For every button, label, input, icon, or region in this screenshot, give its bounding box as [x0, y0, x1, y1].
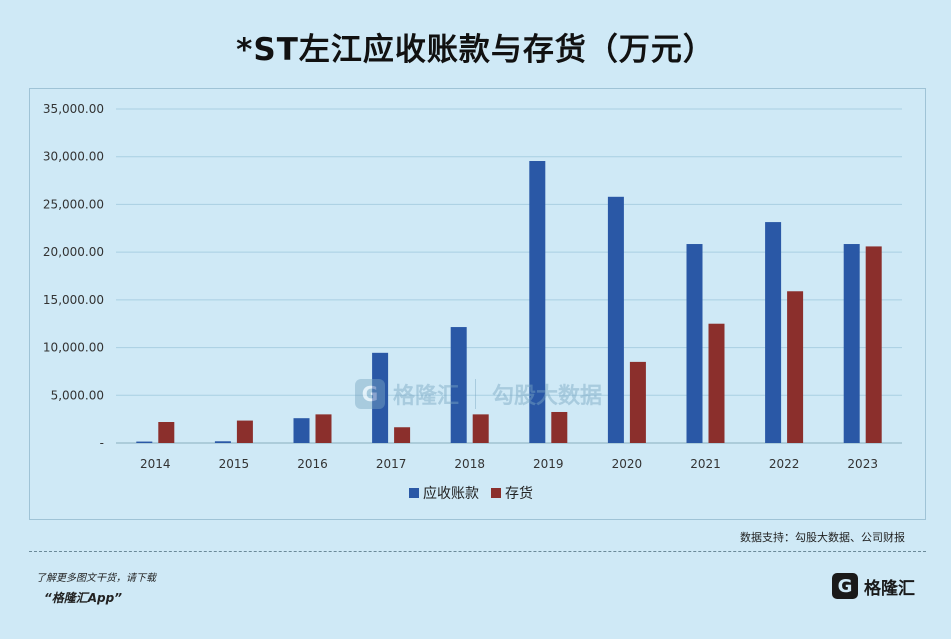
x-tick-label: 2014 — [140, 457, 171, 471]
bar-receivables — [372, 352, 389, 443]
legend-label-inventory: 存货 — [505, 485, 533, 502]
bar-inventory — [708, 323, 725, 443]
x-tick-label: 2020 — [612, 457, 643, 471]
x-tick-label: 2015 — [219, 457, 250, 471]
bar-receivables — [765, 222, 782, 443]
brand-name: 格隆汇 — [864, 578, 915, 599]
footer-app-name: “格隆汇App” — [44, 591, 122, 605]
y-tick-label: 25,000.00 — [43, 197, 104, 211]
x-tick-label: 2018 — [454, 457, 485, 471]
y-tick-label: 15,000.00 — [43, 293, 104, 307]
chart-title: *ST左江应收账款与存货（万元） — [236, 32, 715, 68]
bar-receivables — [686, 244, 703, 443]
legend-swatch-inventory — [491, 488, 501, 498]
footer-note: 了解更多图文干货，请下载 — [36, 573, 156, 584]
bar-inventory — [158, 422, 175, 443]
x-tick-label: 2016 — [297, 457, 328, 471]
bar-receivables — [450, 327, 467, 443]
x-tick-label: 2021 — [690, 457, 721, 471]
y-tick-label: 20,000.00 — [43, 245, 104, 259]
data-source: 数据支持：勾股大数据、公司财报 — [740, 531, 905, 544]
bar-receivables — [843, 244, 860, 443]
chart-panel: - 5,000.00 10,000.00 15,000.00 20,000.00 25,0… — [29, 88, 926, 520]
y-tick-label: 5,000.00 — [51, 388, 104, 402]
bar-inventory — [551, 411, 568, 443]
bar-inventory — [865, 246, 882, 443]
x-tick-label: 2023 — [847, 457, 878, 471]
brand-logo[interactable]: G 格隆汇 — [832, 573, 915, 599]
x-tick-label: 2022 — [769, 457, 800, 471]
y-tick-label: 35,000.00 — [43, 102, 104, 116]
bar-receivables — [136, 441, 153, 443]
y-tick-label: 30,000.00 — [43, 150, 104, 164]
bar-inventory — [236, 420, 253, 443]
bar-chart: - 5,000.00 10,000.00 15,000.00 20,000.00 25,0… — [43, 102, 902, 502]
bar-inventory — [629, 361, 646, 443]
x-tick-label: 2019 — [533, 457, 564, 471]
brand-logo-icon: G — [832, 573, 858, 599]
bar-inventory — [472, 414, 489, 443]
y-tick-label: - — [100, 436, 104, 450]
bar-receivables — [214, 441, 231, 443]
x-tick-label: 2017 — [376, 457, 407, 471]
footer-divider — [29, 551, 926, 552]
legend-swatch-receivables — [409, 488, 419, 498]
bar-inventory — [394, 427, 411, 443]
bar-receivables — [529, 161, 546, 443]
legend-label-receivables: 应收账款 — [423, 485, 479, 502]
bar-receivables — [293, 418, 310, 443]
bar-receivables — [607, 196, 624, 443]
bar-inventory — [787, 291, 804, 443]
bar-inventory — [315, 414, 332, 443]
y-tick-label: 10,000.00 — [43, 341, 104, 355]
